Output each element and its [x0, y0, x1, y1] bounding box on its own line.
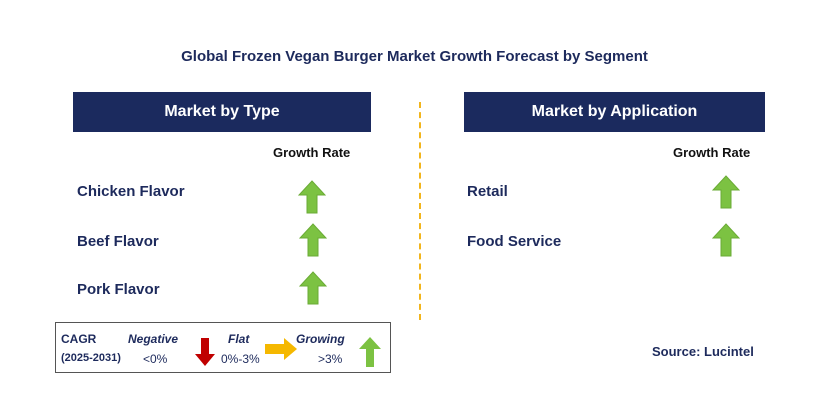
chart-title: Global Frozen Vegan Burger Market Growth… [181, 48, 648, 65]
source-credit: Source: Lucintel [652, 344, 754, 359]
growing-arrow-icon [299, 223, 327, 257]
row-label-retail: Retail [467, 183, 508, 200]
negative-arrow-icon [195, 338, 215, 366]
flat-arrow-icon [265, 338, 297, 360]
legend-negative-range: <0% [143, 352, 168, 366]
growing-arrow-icon [712, 223, 740, 257]
legend-period: (2025-2031) [61, 352, 121, 364]
cagr-legend: CAGR (2025-2031) Negative <0% Flat 0%-3%… [55, 322, 391, 373]
application-growth-rate-label: Growth Rate [673, 145, 751, 160]
row-label-beef-flavor: Beef Flavor [77, 233, 159, 250]
row-label-pork-flavor: Pork Flavor [77, 281, 160, 298]
growing-arrow-icon [359, 337, 381, 367]
row-label-chicken-flavor: Chicken Flavor [77, 183, 185, 200]
panel-divider [419, 102, 421, 320]
market-by-application-header: Market by Application [464, 92, 765, 132]
type-growth-rate-label: Growth Rate [273, 145, 351, 160]
growing-arrow-icon [298, 180, 326, 214]
legend-growing-range: >3% [318, 352, 343, 366]
legend-negative-label: Negative [128, 332, 179, 346]
growing-arrow-icon [299, 271, 327, 305]
market-by-type-header: Market by Type [73, 92, 371, 132]
legend-cagr-label: CAGR [61, 332, 97, 346]
growing-arrow-icon [712, 175, 740, 209]
row-label-food-service: Food Service [467, 233, 562, 250]
legend-growing-label: Growing [296, 332, 345, 346]
legend-flat-label: Flat [228, 332, 250, 346]
legend-flat-range: 0%-3% [221, 352, 260, 366]
